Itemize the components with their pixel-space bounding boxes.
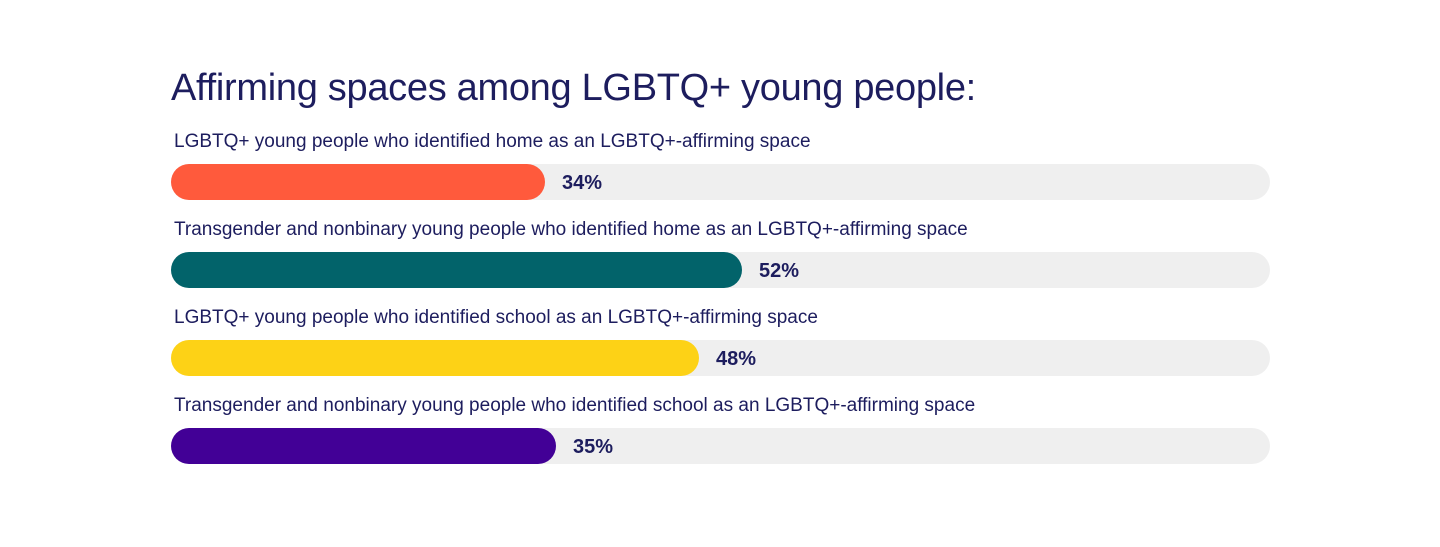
chart-title: Affirming spaces among LGBTQ+ young peop… [171,67,976,109]
bar-fill [171,252,742,288]
bar-value-label: 34% [562,172,603,194]
bar-track: 52% [171,252,1270,288]
bar-fill [171,340,699,376]
bar-category-label: Transgender and nonbinary young people w… [174,395,976,416]
bar-rows: LGBTQ+ young people who identified home … [171,130,1271,482]
chart-container: Affirming spaces among LGBTQ+ young peop… [171,62,1271,482]
bar-track: 34% [171,164,1270,200]
bar-category-label: LGBTQ+ young people who identified home … [174,131,811,152]
bar-track: 48% [171,340,1270,376]
bar-row: LGBTQ+ young people who identified home … [171,130,1271,218]
bar-value-label: 35% [573,436,614,458]
bar-row: Transgender and nonbinary young people w… [171,394,1271,482]
bar-row: LGBTQ+ young people who identified schoo… [171,306,1271,394]
bar-track: 35% [171,428,1270,464]
bar-fill [171,164,545,200]
bar-row: Transgender and nonbinary young people w… [171,218,1271,306]
bar-category-label: LGBTQ+ young people who identified schoo… [174,307,818,328]
bar-value-label: 48% [716,348,757,370]
bar-category-label: Transgender and nonbinary young people w… [174,219,968,240]
bar-value-label: 52% [759,260,800,282]
bar-fill [171,428,556,464]
